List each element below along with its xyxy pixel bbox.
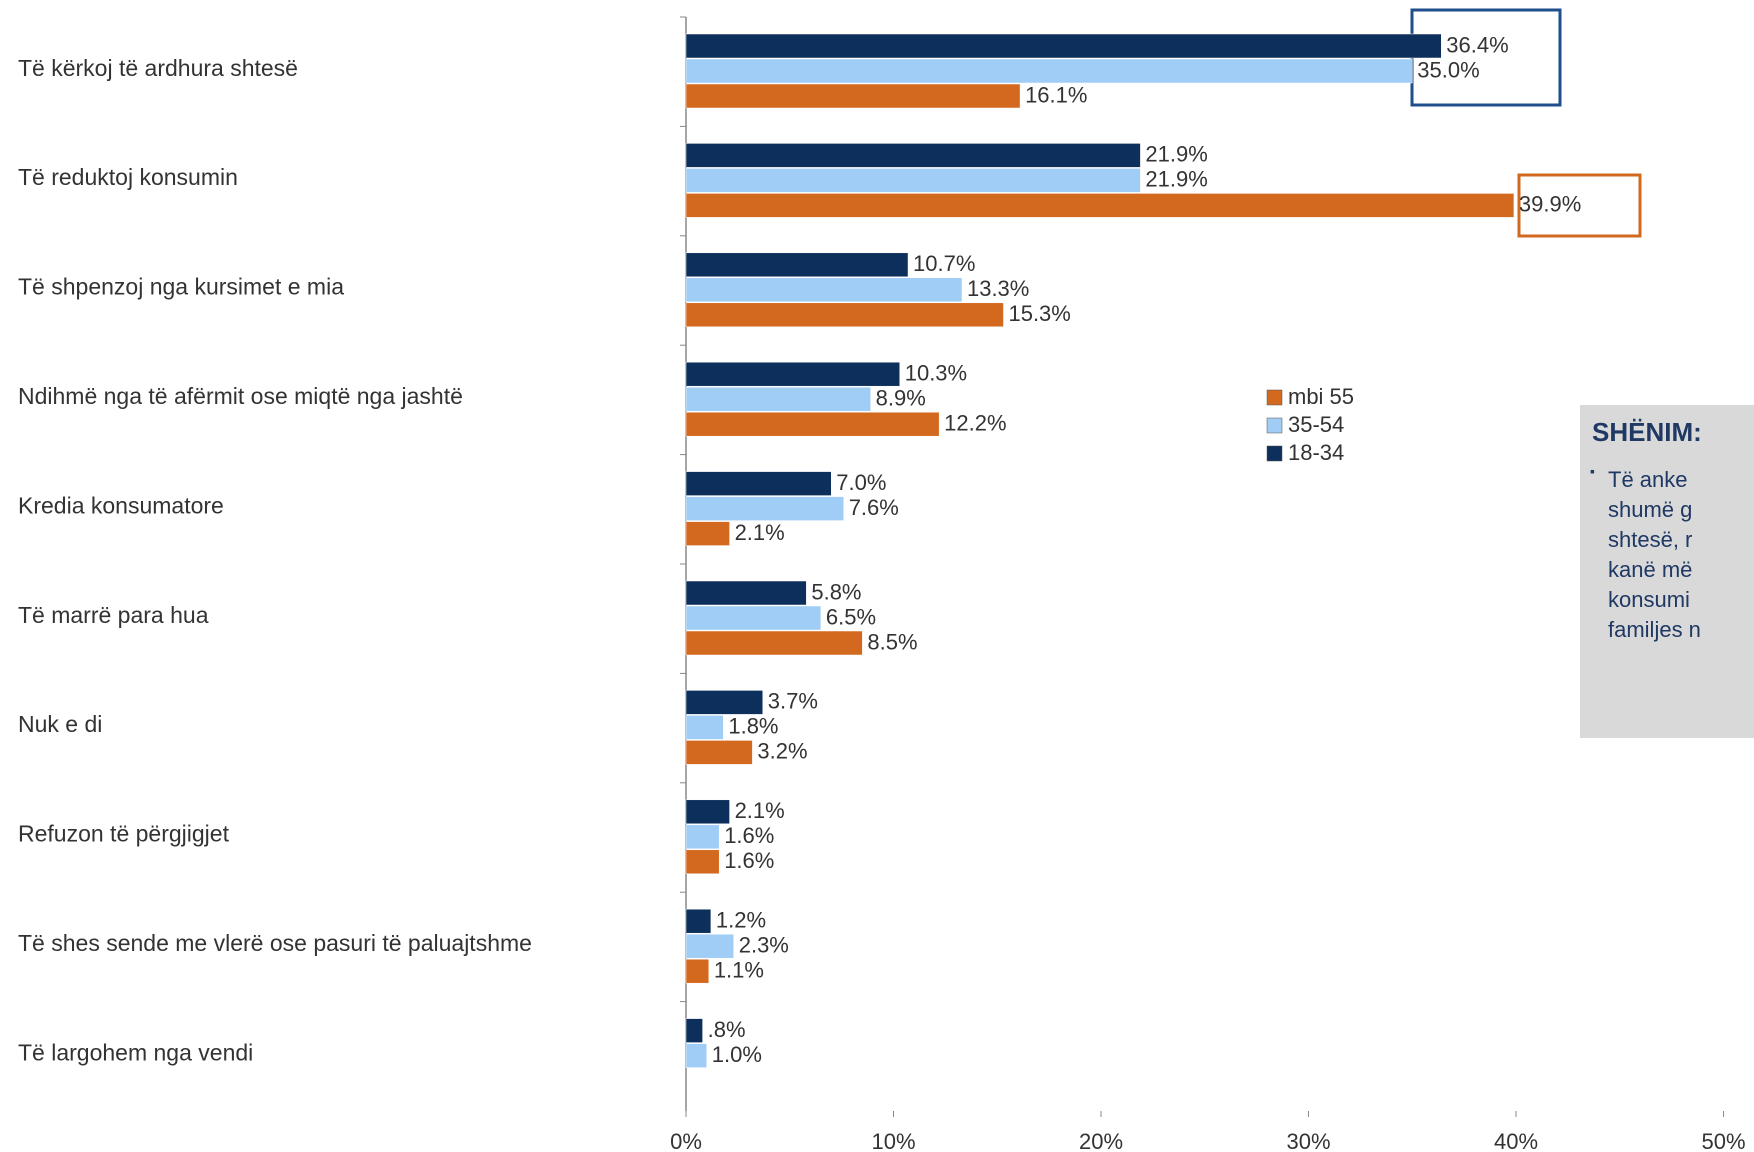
bar <box>685 1043 707 1068</box>
value-label: 3.2% <box>757 739 807 764</box>
value-label: 36.4% <box>1446 32 1508 57</box>
note-line: shumë g <box>1608 497 1693 522</box>
bar <box>685 580 807 606</box>
bar <box>685 740 753 765</box>
note-line: kanë më <box>1608 557 1693 582</box>
note-title: SHËNIM: <box>1592 417 1702 447</box>
bar <box>685 605 822 631</box>
value-label: 10.3% <box>905 361 967 386</box>
value-label: 1.6% <box>724 848 774 873</box>
value-label: 3.7% <box>768 689 818 714</box>
highlight-box <box>1517 173 1642 238</box>
value-label: 21.9% <box>1145 167 1207 192</box>
value-label: 2.1% <box>735 798 785 823</box>
x-tick-label: 30% <box>1286 1129 1330 1152</box>
x-tick-label: 50% <box>1701 1129 1745 1152</box>
bar <box>685 824 720 850</box>
x-tick-label: 20% <box>1079 1129 1123 1152</box>
bar <box>685 799 730 825</box>
category-label: Të largohem nga vendi <box>18 1039 253 1065</box>
value-label: 5.8% <box>811 579 861 604</box>
legend-label: 35-54 <box>1288 412 1344 437</box>
value-label: 1.2% <box>716 908 766 933</box>
value-label: 39.9% <box>1519 192 1581 217</box>
note-line: Të anke <box>1608 467 1688 492</box>
value-label: 16.1% <box>1025 82 1087 107</box>
bar <box>685 252 909 278</box>
bar <box>685 193 1515 218</box>
value-label: 10.7% <box>913 251 975 276</box>
bar <box>685 386 871 412</box>
note-box: SHËNIM: ▪ Të anke shumë g shtesë, r kanë më… <box>1580 405 1754 738</box>
value-label: 8.9% <box>876 386 926 411</box>
category-label: Nuk e di <box>18 711 102 737</box>
value-label: 13.3% <box>967 276 1029 301</box>
category-label: Ndihmë nga të afërmit ose miqtë nga jash… <box>18 383 463 409</box>
bar <box>685 496 844 521</box>
category-label: Të shes sende me vlerë ose pasuri të pal… <box>18 930 532 956</box>
bar <box>685 33 1442 59</box>
legend-label: 18-34 <box>1288 440 1344 465</box>
bullet: ▪ <box>1590 463 1595 479</box>
category-label: Të marrë para hua <box>18 602 209 628</box>
bar <box>685 83 1021 109</box>
note-line: familjes n <box>1608 617 1701 642</box>
x-tick-label: 40% <box>1494 1129 1538 1152</box>
x-tick-label: 10% <box>871 1129 915 1152</box>
legend-swatch <box>1266 445 1283 462</box>
category-label: Të reduktoj konsumin <box>18 164 238 190</box>
category-label: Të kërkoj të ardhura shtesë <box>18 55 298 81</box>
bar <box>685 933 734 959</box>
value-label: .8% <box>708 1017 746 1042</box>
bar <box>685 302 1004 328</box>
bar <box>685 908 712 934</box>
bar <box>685 849 720 875</box>
value-label: 35.0% <box>1417 57 1479 82</box>
category-label: Kredia konsumatore <box>18 492 224 518</box>
value-label: 2.3% <box>739 933 789 958</box>
bar <box>685 1018 703 1043</box>
bar <box>685 411 940 437</box>
bar <box>685 471 832 496</box>
x-tick-label: 0% <box>670 1129 702 1152</box>
value-label: 1.8% <box>728 714 778 739</box>
value-label: 8.5% <box>867 629 917 654</box>
value-label: 1.0% <box>712 1042 762 1067</box>
bar <box>685 143 1141 168</box>
bar <box>685 168 1141 193</box>
bar <box>685 361 900 387</box>
value-label: 7.6% <box>849 495 899 520</box>
value-label: 15.3% <box>1008 301 1070 326</box>
legend-swatch <box>1266 389 1283 406</box>
value-label: 21.9% <box>1145 142 1207 167</box>
note-line: shtesë, r <box>1608 527 1693 552</box>
category-label: Të shpenzoj nga kursimet e mia <box>18 274 344 300</box>
value-label: 6.5% <box>826 604 876 629</box>
legend-swatch <box>1266 417 1283 434</box>
category-label: Refuzon të përgjigjet <box>18 821 230 847</box>
bar <box>685 690 764 715</box>
bar <box>685 521 730 546</box>
note-line: konsumi <box>1608 587 1690 612</box>
value-label: 2.1% <box>735 520 785 545</box>
bar <box>685 630 863 656</box>
bar <box>685 277 963 303</box>
bar <box>685 958 710 984</box>
bar <box>685 715 724 740</box>
legend-label: mbi 55 <box>1288 384 1354 409</box>
value-label: 12.2% <box>944 411 1006 436</box>
value-label: 7.0% <box>836 470 886 495</box>
value-label: 1.1% <box>714 958 764 983</box>
value-label: 1.6% <box>724 823 774 848</box>
bar <box>685 58 1413 84</box>
